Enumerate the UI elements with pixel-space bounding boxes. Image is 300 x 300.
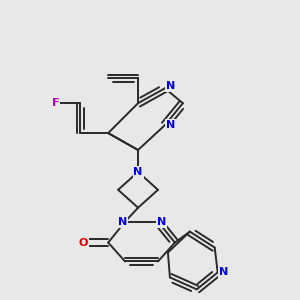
Text: N: N xyxy=(166,81,176,91)
Text: N: N xyxy=(219,267,228,278)
Text: N: N xyxy=(134,167,143,177)
Text: F: F xyxy=(52,98,59,108)
Text: N: N xyxy=(118,217,127,227)
Text: N: N xyxy=(157,217,167,227)
Text: N: N xyxy=(166,120,176,130)
Text: O: O xyxy=(79,238,88,248)
